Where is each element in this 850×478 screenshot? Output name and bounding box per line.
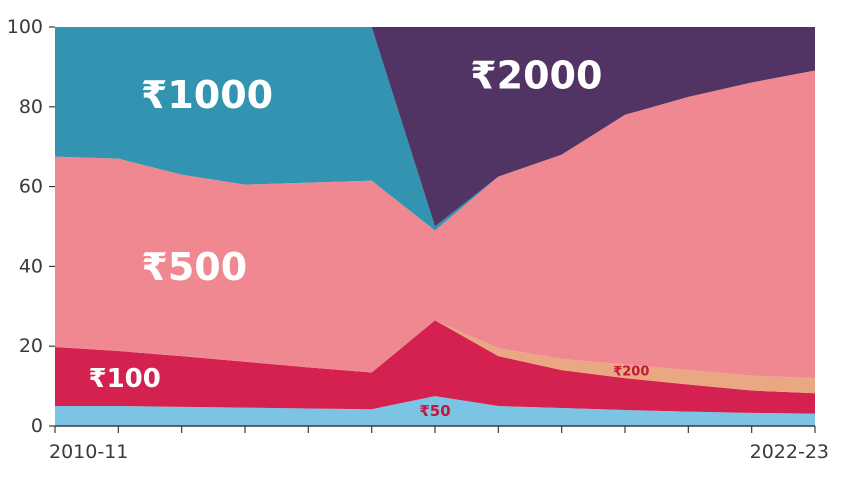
area-series-1000 bbox=[55, 27, 815, 231]
series-label-500: ₹500 bbox=[141, 245, 247, 289]
area-series-50 bbox=[55, 396, 815, 426]
series-label-200: ₹200 bbox=[613, 364, 649, 379]
y-tick-label: 100 bbox=[7, 16, 43, 38]
area-series-200 bbox=[55, 320, 815, 394]
y-tick-label: 80 bbox=[19, 96, 43, 118]
y-tick-label: 60 bbox=[19, 176, 43, 198]
area-series-100 bbox=[55, 320, 815, 414]
axes: 0 20 40 60 80 100 2010-11 2022-23 bbox=[7, 16, 829, 463]
series-label-layer: ₹50 ₹100 ₹200 ₹500 ₹1000 ₹2000 bbox=[89, 53, 650, 420]
x-tick-label-start: 2010-11 bbox=[49, 441, 128, 463]
x-tick-label-end: 2022-23 bbox=[750, 441, 829, 463]
y-tick-label: 40 bbox=[19, 255, 43, 277]
area-series-2000 bbox=[55, 27, 815, 227]
series-label-2000: ₹2000 bbox=[470, 53, 602, 97]
y-tick-label: 20 bbox=[19, 335, 43, 357]
area-layer bbox=[55, 27, 815, 426]
series-label-50: ₹50 bbox=[419, 402, 450, 420]
series-label-100: ₹100 bbox=[89, 364, 161, 394]
area-series-500 bbox=[55, 70, 815, 379]
y-tick-label: 0 bbox=[31, 415, 43, 437]
series-label-1000: ₹1000 bbox=[141, 73, 273, 117]
